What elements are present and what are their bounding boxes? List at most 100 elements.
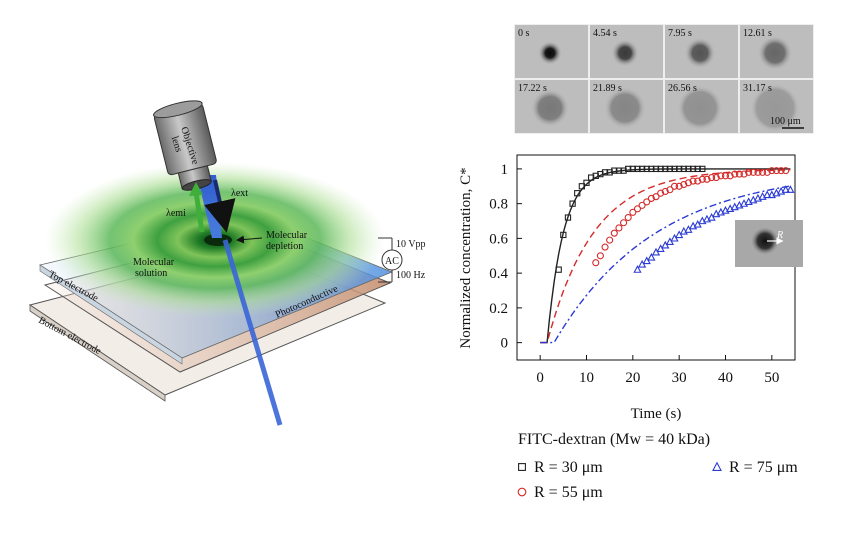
time-label: 4.54 s <box>593 28 617 39</box>
data-point <box>676 165 683 173</box>
data-point <box>578 183 586 190</box>
y-tick-label: 1 <box>501 162 509 178</box>
data-point <box>786 185 795 193</box>
x-tick-label: 0 <box>536 370 544 386</box>
data-point <box>666 165 674 173</box>
spot <box>611 39 639 67</box>
spot <box>750 83 800 133</box>
data-point <box>772 167 781 175</box>
device-schematic: Objective lens λext λemi Molecular deple… <box>28 100 426 426</box>
legend-item: R = 30 μm <box>518 459 603 476</box>
data-point <box>675 182 683 190</box>
lambda-emi-label: λemi <box>166 208 186 219</box>
data-point <box>587 174 595 181</box>
molecular-solution-label: Molecular solution <box>133 257 177 279</box>
data-point <box>643 165 650 173</box>
data-point <box>629 165 636 173</box>
data-point <box>648 165 655 173</box>
time-label: 17.22 s <box>518 83 547 94</box>
time-label: 7.95 s <box>668 28 692 39</box>
data-point <box>680 165 687 173</box>
data-point <box>647 194 655 202</box>
legend-label: R = 55 μm <box>534 484 603 501</box>
data-point <box>717 172 725 180</box>
x-tick-label: 50 <box>764 370 779 386</box>
data-point <box>726 172 734 180</box>
data-point <box>596 252 604 260</box>
y-axis-ticks: 0 0.2 0.4 0.6 0.8 1 <box>489 162 522 352</box>
data-point <box>624 213 632 222</box>
data-point <box>555 266 562 273</box>
data-point <box>620 219 628 227</box>
image-tile: 4.54 s <box>590 25 663 78</box>
depletion-pointer <box>236 235 263 244</box>
data-point <box>633 205 642 213</box>
data-point <box>606 236 614 244</box>
lambda-ext-label: λext <box>231 188 248 199</box>
data-point <box>633 265 642 273</box>
time-label: 31.17 s <box>743 83 772 94</box>
molecular-depletion-label: Molecular depletion <box>266 230 310 252</box>
legend: FITC-dextran (Mw = 40 kDa) R = 30 μm R = … <box>517 431 798 501</box>
fit-curve <box>540 185 791 344</box>
data-point <box>708 174 716 182</box>
data-point <box>560 231 567 239</box>
ac-label: AC <box>385 256 399 267</box>
data-point <box>745 168 753 176</box>
image-tile: 12.61 s <box>740 25 813 78</box>
time-label: 21.89 s <box>593 83 622 94</box>
data-point <box>689 177 697 185</box>
x-axis-label: Time (s) <box>631 406 682 422</box>
fit-curve <box>540 169 791 344</box>
data-point <box>712 461 722 471</box>
data-point <box>703 175 711 183</box>
y-tick-label: 0 <box>501 336 509 352</box>
data-point <box>782 167 790 175</box>
y-tick-label: 0.6 <box>489 231 508 247</box>
emission-arrow-head <box>189 182 203 196</box>
data-point <box>574 190 581 197</box>
image-tile: 0 s <box>515 25 588 78</box>
data-point <box>699 165 706 173</box>
emission-arrow <box>193 191 205 233</box>
x-tick-label: 40 <box>718 370 733 386</box>
image-tile: 17.22 s <box>515 80 588 133</box>
image-tile: 26.56 s <box>665 80 738 133</box>
time-label: 12.61 s <box>743 28 772 39</box>
data-point <box>638 201 646 209</box>
x-tick-label: 10 <box>579 370 594 386</box>
y-axis-label: Normalized concentration, C* <box>458 167 474 348</box>
data-point <box>685 165 692 173</box>
data-point <box>518 463 526 471</box>
objective-lens: Objective lens <box>153 100 217 191</box>
data-point <box>684 179 692 187</box>
bottom-electrode-edge <box>29 304 166 402</box>
data-point <box>768 167 776 175</box>
data-point <box>652 193 660 201</box>
concentration-chart: 0 10 20 30 40 50 0 0.2 0.4 0.6 0.8 1 Time (s) Norm… <box>458 154 803 422</box>
data-point <box>601 169 609 176</box>
x-axis-ticks: 0 10 20 30 40 50 <box>536 355 779 386</box>
data-point <box>583 179 590 186</box>
data-point <box>657 189 665 197</box>
data-point <box>634 165 641 173</box>
data-point <box>592 259 600 267</box>
legend-label: R = 30 μm <box>534 459 603 476</box>
spot <box>757 35 793 71</box>
data-point <box>749 168 757 176</box>
data-point <box>689 165 697 173</box>
data-point <box>754 168 762 176</box>
x-tick-label: 20 <box>625 370 640 386</box>
legend-title: FITC-dextran (Mw = 40 kDa) <box>518 431 710 448</box>
data-point <box>662 165 669 173</box>
data-point <box>731 170 739 178</box>
excitation-arrow <box>204 179 236 233</box>
y-tick-label: 0.8 <box>489 197 508 213</box>
spot <box>538 41 562 65</box>
data-point <box>615 224 623 232</box>
spot <box>677 85 723 131</box>
data-point <box>670 182 679 190</box>
legend-item: R = 55 μm <box>517 484 603 501</box>
data-point <box>517 487 527 497</box>
